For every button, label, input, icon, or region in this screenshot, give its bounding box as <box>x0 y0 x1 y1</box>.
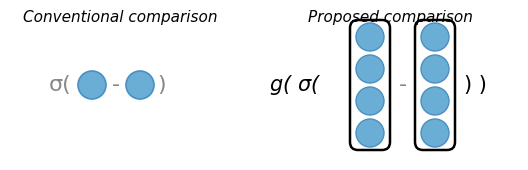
Circle shape <box>356 23 384 51</box>
Circle shape <box>356 55 384 83</box>
Text: ) ): ) ) <box>464 75 486 95</box>
Text: Conventional comparison: Conventional comparison <box>23 10 217 25</box>
Text: ): ) <box>158 75 166 95</box>
Circle shape <box>78 71 106 99</box>
Text: σ(: σ( <box>49 75 71 95</box>
Circle shape <box>421 119 449 147</box>
Text: Proposed comparison: Proposed comparison <box>308 10 473 25</box>
Circle shape <box>421 87 449 115</box>
Circle shape <box>421 55 449 83</box>
Text: -: - <box>399 75 407 95</box>
Circle shape <box>126 71 154 99</box>
Text: $g$( σ(: $g$( σ( <box>269 73 321 97</box>
Circle shape <box>356 87 384 115</box>
Circle shape <box>356 119 384 147</box>
Text: -: - <box>112 75 120 95</box>
Circle shape <box>421 23 449 51</box>
